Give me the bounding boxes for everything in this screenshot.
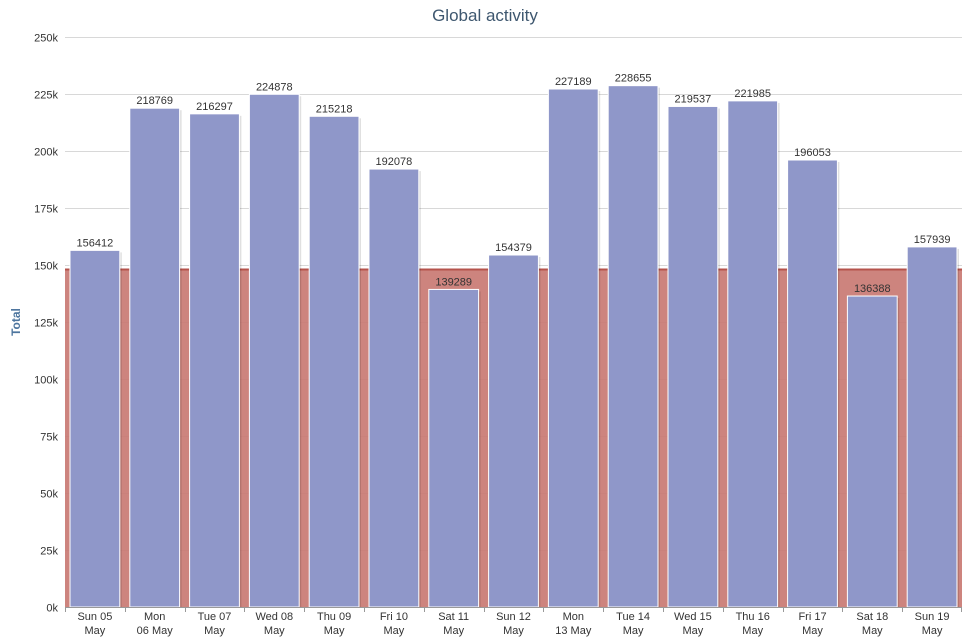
data-labels: 156412 218769 216297 224878 215218 192078 1392…: [77, 73, 951, 295]
x-tick-label-line: May: [503, 625, 524, 637]
y-tick-label: 175k: [34, 204, 58, 216]
x-tick-label-line: May: [324, 625, 345, 637]
x-tick-label: Sun 19 May: [915, 611, 950, 637]
x-tick-label-line: May: [802, 625, 823, 637]
bar: [428, 288, 480, 608]
bar: [129, 107, 181, 608]
x-tick-label-line: Wed 08: [255, 611, 293, 623]
x-tick-label-line: Sat 18: [856, 611, 888, 623]
x-tick-label-line: Tue 14: [616, 611, 650, 623]
bar: [846, 295, 898, 608]
y-tick-label: 100k: [34, 375, 58, 387]
bar: [667, 105, 719, 608]
x-tick-label: Thu 16 May: [736, 611, 770, 637]
x-tick-label: Sat 18 May: [856, 611, 888, 637]
bar: [787, 159, 838, 608]
x-tick-label-line: Sun 05: [77, 611, 112, 623]
x-tick-label: Wed 15 May: [674, 611, 712, 637]
x-tick-label: Sun 05 May: [77, 611, 112, 637]
bar: [607, 85, 659, 608]
bar: [727, 100, 779, 608]
x-tick-label-line: Fri 17: [798, 611, 826, 623]
y-tick-label: 50k: [40, 489, 58, 501]
data-label: 156412: [77, 237, 114, 249]
bar: [906, 246, 958, 608]
bar: [308, 115, 360, 608]
y-tick-label: 125k: [34, 318, 58, 330]
y-tick-label: 0k: [46, 603, 58, 615]
x-tick-label-line: May: [742, 625, 763, 637]
x-tick-label-line: Thu 09: [317, 611, 351, 623]
x-tick-label-line: 13 May: [555, 625, 592, 637]
x-tick-label-line: Mon: [563, 611, 584, 623]
data-label: 219537: [675, 93, 712, 105]
bar: [488, 254, 539, 608]
x-tick-label-line: Sun 12: [496, 611, 531, 623]
y-tick-label: 150k: [34, 261, 58, 273]
data-label: 218769: [136, 95, 173, 107]
x-tick-label-line: Mon: [144, 611, 165, 623]
bar: [189, 113, 240, 608]
bar-series: [69, 85, 959, 608]
y-tick-label: 75k: [40, 432, 58, 444]
y-tick-label: 225k: [34, 90, 58, 102]
x-tick-label-line: Wed 15: [674, 611, 712, 623]
data-label: 228655: [615, 73, 652, 85]
data-label: 192078: [376, 156, 413, 168]
data-label: 215218: [316, 103, 353, 115]
x-tick-label-line: May: [922, 625, 943, 637]
data-label: 221985: [734, 88, 771, 100]
data-label: 139289: [435, 276, 472, 288]
data-label: 136388: [854, 283, 891, 295]
x-tick-label: Thu 09 May: [317, 611, 351, 637]
y-tick-label: 200k: [34, 147, 58, 159]
x-tick-label-line: May: [623, 625, 644, 637]
x-tick-label: Fri 10 May: [380, 611, 408, 637]
bar: [368, 168, 420, 608]
data-label: 196053: [794, 147, 831, 159]
x-tick-label-line: Fri 10: [380, 611, 408, 623]
x-tick-label-line: May: [443, 625, 464, 637]
bar: [248, 93, 300, 608]
x-tick-label-line: Sat 11: [438, 611, 469, 623]
y-axis-ticks: 0k 25k 50k 75k 100k 125k 150k 175k 200k 225k 250k: [34, 33, 58, 615]
x-tick-label: Tue 14 May: [616, 611, 650, 637]
data-label: 216297: [196, 101, 233, 113]
x-tick-label-line: May: [862, 625, 883, 637]
y-tick-label: 25k: [40, 546, 58, 558]
y-axis-label: Total: [9, 308, 23, 336]
x-tick-label: Sat 11 May: [438, 611, 469, 637]
x-tick-label: Tue 07 May: [198, 611, 232, 637]
x-tick-label-line: Sun 19: [915, 611, 950, 623]
x-tick-label-line: May: [384, 625, 405, 637]
x-tick-label: Wed 08 May: [255, 611, 293, 637]
x-tick-label-line: May: [204, 625, 225, 637]
x-tick-label: Fri 17 May: [798, 611, 826, 637]
data-label: 154379: [495, 242, 532, 254]
x-tick-label-line: May: [264, 625, 285, 637]
y-tick-label: 250k: [34, 33, 58, 45]
x-tick-label: Mon 06 May: [137, 611, 174, 637]
x-tick-label: Sun 12 May: [496, 611, 531, 637]
data-label: 157939: [914, 234, 951, 246]
x-tick-label-line: Tue 07: [198, 611, 232, 623]
bar: [69, 249, 121, 608]
data-label: 227189: [555, 76, 592, 88]
x-tick-label-line: Thu 16: [736, 611, 770, 623]
x-tick-label-line: May: [85, 625, 106, 637]
x-tick-label: Mon 13 May: [555, 611, 592, 637]
x-tick-label-line: May: [683, 625, 704, 637]
chart-title: Global activity: [432, 6, 538, 25]
bar: [547, 88, 599, 608]
data-label: 224878: [256, 81, 293, 93]
x-tick-label-line: 06 May: [137, 625, 174, 637]
